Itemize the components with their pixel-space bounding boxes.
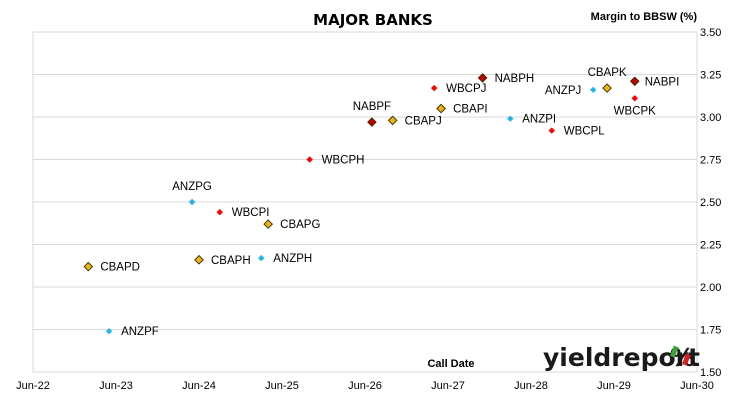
y-tick-label: 3.25 xyxy=(700,70,721,82)
point-label-wbcpk: WBCPK xyxy=(614,105,657,117)
point-label-wbcpl: WBCPL xyxy=(564,126,606,138)
point-label-anzph: ANZPH xyxy=(273,253,312,265)
point-cbapd xyxy=(83,261,94,272)
point-label-cbapg: CBAPG xyxy=(280,219,320,231)
point-anzpi xyxy=(507,115,514,122)
y-tick-label: 1.75 xyxy=(700,325,721,337)
point-label-nabpf: NABPF xyxy=(353,101,391,113)
point-cbapi xyxy=(436,103,446,114)
chart-title: MAJOR BANKS xyxy=(313,11,433,29)
x-axis-ticks: Jun-22 Jun-23 Jun-24 Jun-25 Jun-26 Jun-27 Jun-… xyxy=(16,380,714,392)
x-tick-label: Jun-28 xyxy=(514,380,548,392)
point-wbcpi xyxy=(216,209,223,216)
point-cbaph xyxy=(194,254,204,265)
point-cbapg xyxy=(263,219,274,229)
point-nabph xyxy=(477,73,488,83)
point-wbcpj xyxy=(430,84,438,92)
x-tick-label: Jun-24 xyxy=(182,380,216,392)
point-anzpj xyxy=(590,86,597,93)
point-anzpg xyxy=(188,198,196,206)
data-points: CBAPD ANZPF ANZPG CBAPH WBCPI CBAPG ANZPH WBCPH… xyxy=(83,67,680,338)
point-label-wbcpi: WBCPI xyxy=(232,207,270,219)
point-label-nabph: NABPH xyxy=(495,73,535,85)
point-label-nabpi: NABPI xyxy=(645,76,680,88)
point-label-anzpg: ANZPG xyxy=(172,181,212,193)
point-label-cbaph: CBAPH xyxy=(211,255,251,267)
x-tick-label: Jun-23 xyxy=(99,380,133,392)
point-label-anzpf: ANZPF xyxy=(121,326,159,338)
y-tick-label: 2.25 xyxy=(700,240,721,252)
y-tick-label: 3.00 xyxy=(700,112,721,124)
plot-area xyxy=(32,31,698,373)
y-tick-label: 1.50 xyxy=(700,367,721,379)
point-label-anzpj: ANZPJ xyxy=(545,85,581,97)
x-axis-label: Call Date xyxy=(427,358,474,370)
point-nabpf xyxy=(367,117,377,127)
point-anzph xyxy=(258,254,265,262)
point-cbapk xyxy=(602,83,612,93)
point-anzpf xyxy=(105,328,113,335)
y-tick-label: 3.50 xyxy=(700,27,721,39)
y-tick-label: 2.00 xyxy=(700,282,721,294)
point-nabpi xyxy=(629,76,640,87)
logo-red-bar xyxy=(682,353,691,366)
point-label-cbapi: CBAPI xyxy=(453,104,488,116)
point-label-cbapj: CBAPJ xyxy=(405,115,442,127)
point-cbapj xyxy=(387,115,398,126)
logo-green-bar xyxy=(670,345,679,358)
point-label-wbcpj: WBCPJ xyxy=(446,83,486,95)
point-wbcpl xyxy=(548,127,555,134)
y-axis-label: Margin to BBSW (%) xyxy=(591,11,698,23)
x-tick-label: Jun-26 xyxy=(348,380,382,392)
x-tick-label: Jun-25 xyxy=(265,380,299,392)
y-axis-ticks: 1.50 1.75 2.00 2.25 2.50 2.75 3.00 3.25 3.50 xyxy=(700,27,721,379)
point-wbcpk xyxy=(631,95,638,102)
point-label-anzpi: ANZPI xyxy=(522,114,556,126)
x-tick-label: Jun-27 xyxy=(431,380,465,392)
yieldreport-logo: yieldreport % xyxy=(543,343,700,372)
point-wbcph xyxy=(306,156,313,163)
y-tick-label: 2.50 xyxy=(700,197,721,209)
y-tick-label: 2.75 xyxy=(700,155,721,167)
x-tick-label: Jun-30 xyxy=(680,380,714,392)
point-label-cbapk: CBAPK xyxy=(588,67,627,79)
point-label-cbapd: CBAPD xyxy=(100,262,140,274)
x-tick-label: Jun-29 xyxy=(597,380,631,392)
gridlines xyxy=(33,31,697,373)
x-tick-label: Jun-22 xyxy=(16,380,50,392)
point-label-wbcph: WBCPH xyxy=(322,155,365,167)
